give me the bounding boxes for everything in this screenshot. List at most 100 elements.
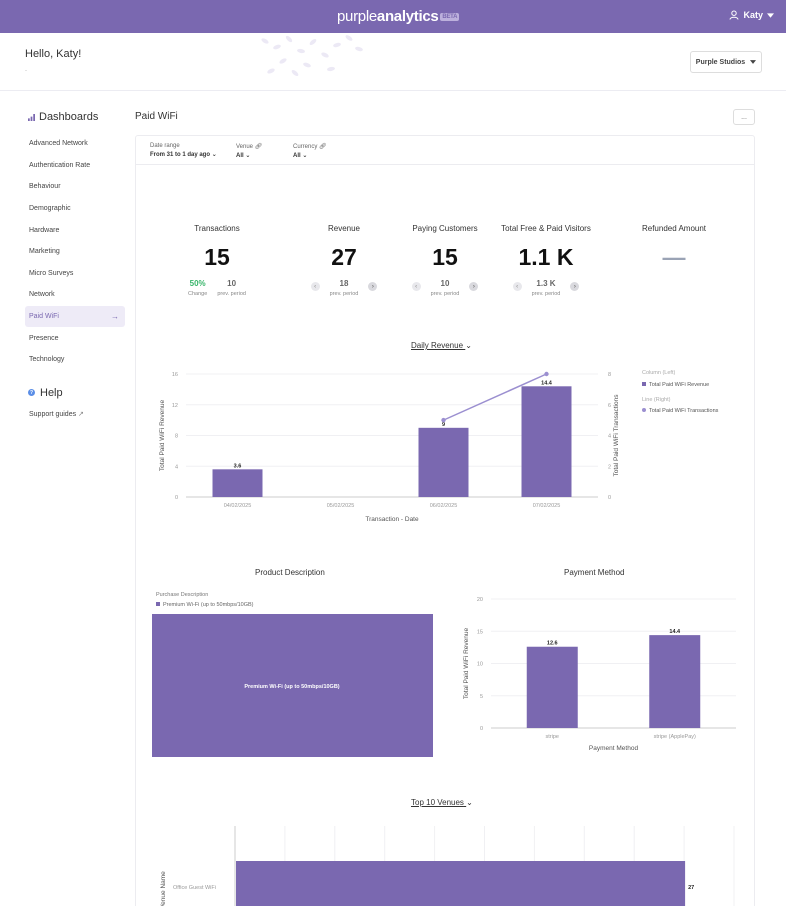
next-icon[interactable]: › [368,282,378,291]
payment-bar[interactable] [526,646,578,728]
sidebar-item-marketing[interactable]: Marketing [25,241,125,263]
kpi-prev-label: prev. period [217,291,246,297]
kpi-title: Transactions [194,224,240,233]
currency-value: All [293,153,301,159]
legend-title: Purchase Description [156,592,208,598]
date-range-value: From 31 to 1 day ago [150,152,211,158]
y-axis-title: Total Paid WiFi Revenue [159,400,166,472]
top-venues-title[interactable]: Top 10 Venues ⌄ [411,798,473,807]
transactions-point[interactable] [544,371,549,377]
sidebar-item-demographic[interactable]: Demographic [25,198,125,220]
sidebar-item-label: Paid WiFi [29,313,59,321]
beta-badge: BETA [440,13,460,22]
dashboards-heading: Dashboards [28,108,125,126]
previous-icon[interactable]: ‹ [512,282,522,291]
kpi-change: 50% [189,279,206,288]
chevron-down-icon: ⌄ [465,341,472,350]
y-tick-label: 20 [477,597,483,603]
greeting-text: Hello, Katy! [25,48,82,60]
y2-tick-label: 8 [608,372,611,378]
brand-logo[interactable]: purpleanalytics BETA [337,8,460,25]
user-menu[interactable]: Katy [729,10,774,20]
x-tick-label: 06/02/2025 [430,503,458,509]
kpi-prev-label: prev. period [531,291,561,297]
arrow-right-icon: → [111,312,119,322]
x-axis-title: Payment Method [589,745,639,752]
treemap-cell-label: Premium Wi-Fi (up to 50mbps/10GB) [244,684,339,690]
sidebar: Dashboards Advanced Network Authenticati… [25,108,125,418]
bar-data-label: 27 [688,885,694,891]
x-tick-label: 07/02/2025 [533,503,561,509]
previous-icon[interactable]: ‹ [310,282,320,291]
kpi-change-label: Change [188,291,208,297]
y2-tick-label: 4 [608,434,611,440]
kpi-title: Refunded Amount [641,224,707,233]
kpi-total-visitors: Total Free & Paid Visitors 1.1 K ‹ 1.3 K… [501,212,591,297]
bar-data-label: 12.6 [547,641,558,647]
chevron-down-icon: ⌄ [302,153,308,159]
treemap-cell[interactable] [152,614,433,757]
link-icon: 🔗︎ [319,144,327,150]
sidebar-item-paid-wifi[interactable]: Paid WiFi → [25,305,125,328]
organization-selector[interactable]: Purple Studios [690,51,762,73]
leaf-decoration [261,35,363,76]
help-label: Help [40,386,63,399]
legend-entry[interactable]: Premium Wi-Fi (up to 50mbps/10GB) [163,602,254,608]
bar-data-label: 9 [442,422,445,428]
dashboards-label: Dashboards [39,111,99,123]
venue-filter[interactable]: Venue 🔗︎ All ⌄ [236,143,262,159]
support-guides-link[interactable]: Support guides ↗ [29,410,125,418]
link-icon: 🔗︎ [254,144,263,150]
kpi-prev-value: 10 [227,279,237,288]
kpi-prev-value: 10 [440,279,450,288]
dashboard-panel: Date range From 31 to 1 day ago ⌄ Venue … [135,135,755,906]
support-guides-label: Support guides [29,410,77,418]
revenue-bar[interactable] [212,469,263,497]
external-link-icon: ↗ [78,410,84,418]
venue-bar[interactable] [236,861,686,906]
user-icon [729,10,739,20]
sidebar-item-authentication-rate[interactable]: Authentication Rate [25,155,125,177]
daily-revenue-title[interactable]: Daily Revenue ⌄ [411,341,472,350]
x-tick-label: 04/02/2025 [224,503,252,509]
sidebar-item-label: Authentication Rate [29,161,91,169]
previous-icon[interactable]: ‹ [411,282,421,291]
venue-value: All [236,153,244,159]
more-options-button[interactable]: ... [733,109,755,125]
chart-title-text: Daily Revenue [411,341,464,350]
revenue-bar[interactable] [521,386,572,497]
y-tick-label: 5 [480,694,483,700]
x-axis-title: Transaction - Date [365,516,419,523]
greeting-subtext: - [25,68,27,74]
payment-method-title: Payment Method [564,568,625,577]
sidebar-item-label: Micro Surveys [29,269,74,277]
legend-entry[interactable]: Total Paid WiFi Transactions [649,408,719,414]
transactions-line [443,373,547,421]
sidebar-item-micro-surveys[interactable]: Micro Surveys [25,263,125,285]
y-tick-label: 4 [175,464,178,470]
payment-bar[interactable] [649,635,701,728]
transactions-point[interactable] [441,417,446,423]
top-venues-chart: 27 Office Guest WiFi Venue Name [160,826,735,906]
sidebar-item-network[interactable]: Network [25,284,125,306]
currency-filter[interactable]: Currency 🔗︎ All ⌄ [293,143,327,159]
sidebar-item-technology[interactable]: Technology [25,349,125,371]
sidebar-item-label: Network [29,291,55,299]
kpi-title: Paying Customers [412,224,478,233]
sidebar-item-presence[interactable]: Presence [25,327,125,349]
kpi-value: — [662,244,686,270]
next-icon[interactable]: › [469,282,479,291]
sidebar-item-advanced-network[interactable]: Advanced Network [25,133,125,155]
y2-tick-label: 6 [608,403,611,409]
daily-revenue-chart: 0 4 8 12 16 0 2 4 6 8 04/02/2025 3.6 05/02/2025 06/02… [159,370,719,523]
legend-entry[interactable]: Total Paid WiFi Revenue [649,382,709,388]
sidebar-item-hardware[interactable]: Hardware [25,219,125,241]
next-icon[interactable]: › [570,282,580,291]
kpi-paying-customers: Paying Customers 15 ‹ 10 prev. period › [400,212,490,297]
sidebar-item-behaviour[interactable]: Behaviour [25,176,125,198]
bar-data-label: 3.6 [234,463,242,469]
date-range-filter[interactable]: Date range From 31 to 1 day ago ⌄ [150,143,217,158]
y-tick-label: 15 [477,629,483,635]
revenue-bar[interactable] [418,427,469,497]
kpi-value: 1.1 K [518,244,574,270]
